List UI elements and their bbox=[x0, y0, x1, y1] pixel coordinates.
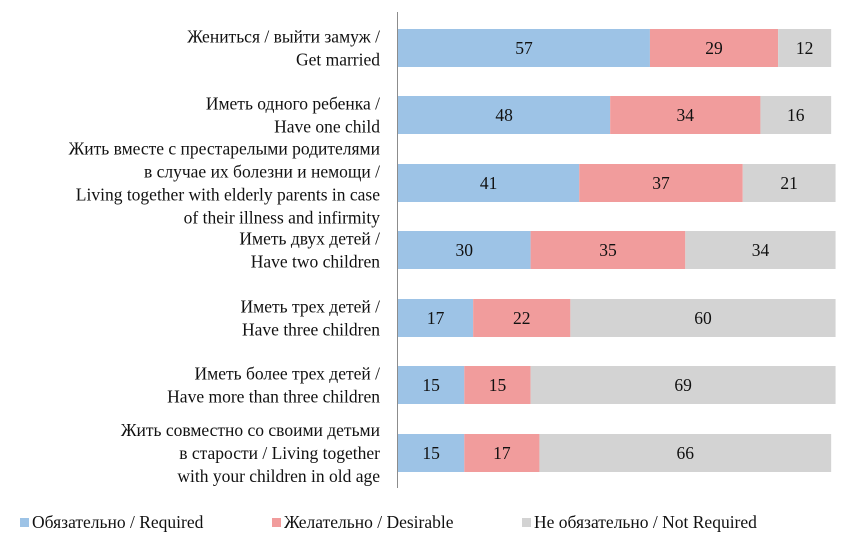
data-label: 37 bbox=[652, 173, 670, 193]
data-label: 34 bbox=[677, 105, 695, 125]
bar-segment bbox=[473, 299, 571, 337]
category-label-line: Have three children bbox=[242, 320, 380, 340]
bar-segment bbox=[570, 299, 836, 337]
data-label: 66 bbox=[677, 443, 695, 463]
category-label: Жить вместе с престарелыми родителями в с… bbox=[69, 139, 381, 228]
category-label-line: в старости / Living together bbox=[179, 443, 380, 463]
bar-segments: 57 29 12 48 34 16 41 37 21 30 35 34 17 22 60 15 15 69 15 17… bbox=[398, 29, 836, 472]
legend-item-not-required: Не обязательно / Not Required bbox=[522, 512, 757, 533]
legend-item-required: Обязательно / Required bbox=[20, 512, 203, 533]
category-label: Жить совместно со своими детьми в старост… bbox=[121, 420, 380, 486]
data-label: 30 bbox=[456, 240, 474, 260]
data-label: 69 bbox=[674, 375, 692, 395]
data-label: 57 bbox=[515, 38, 533, 58]
bar-segment bbox=[398, 299, 474, 337]
bar-segment bbox=[464, 434, 540, 472]
bar-segment bbox=[530, 231, 686, 269]
data-label: 48 bbox=[495, 105, 513, 125]
bar-segment bbox=[778, 29, 832, 67]
legend-label-not-required: Не обязательно / Not Required bbox=[534, 512, 757, 532]
category-label-line: Have one child bbox=[274, 117, 380, 137]
stacked-bar-chart: Жениться / выйти замуж / Get married Иметь… bbox=[69, 12, 836, 488]
data-label: 34 bbox=[752, 240, 770, 260]
legend-item-desirable: Желательно / Desirable bbox=[272, 512, 454, 533]
category-label-line: в случае их болезни и немощи / bbox=[144, 162, 380, 182]
bar-segment bbox=[610, 96, 761, 134]
legend-swatch-not-required bbox=[522, 518, 531, 527]
bar-segment bbox=[579, 164, 743, 202]
category-label-line: Иметь одного ребенка / bbox=[206, 94, 380, 114]
category-label-line: Жить вместе с престарелыми родителями bbox=[69, 139, 380, 159]
bar-segment bbox=[398, 164, 580, 202]
data-label: 15 bbox=[422, 375, 440, 395]
category-label-line: Get married bbox=[296, 50, 380, 70]
legend: Обязательно / Required Желательно / Desi… bbox=[0, 508, 841, 532]
bar-segment bbox=[398, 231, 531, 269]
category-label: Жениться / выйти замуж / Get married bbox=[187, 27, 380, 70]
bar-segment bbox=[685, 231, 836, 269]
category-label-line: Living together with elderly parents in … bbox=[76, 185, 380, 205]
data-label: 29 bbox=[705, 38, 723, 58]
category-label-line: Жить совместно со своими детьми bbox=[121, 420, 380, 440]
data-label: 17 bbox=[427, 308, 445, 328]
data-label: 60 bbox=[694, 308, 712, 328]
bar-segment bbox=[649, 29, 779, 67]
legend-swatch-desirable bbox=[272, 518, 281, 527]
data-label: 15 bbox=[422, 443, 440, 463]
bar-segment bbox=[398, 434, 465, 472]
bar-segment bbox=[398, 96, 611, 134]
data-label: 17 bbox=[493, 443, 511, 463]
bar-segment bbox=[398, 29, 650, 67]
category-labels: Жениться / выйти замуж / Get married Иметь… bbox=[69, 27, 381, 487]
legend-label-required: Обязательно / Required bbox=[32, 512, 204, 532]
category-label: Иметь более трех детей / Have more than t… bbox=[167, 364, 380, 407]
category-label-line: Иметь двух детей / bbox=[239, 229, 380, 249]
bar-segment bbox=[530, 366, 836, 404]
legend-label-desirable: Желательно / Desirable bbox=[284, 512, 454, 532]
category-label: Иметь одного ребенка / Have one child bbox=[206, 94, 380, 137]
category-label-line: Have more than three children bbox=[167, 387, 380, 407]
bar-segment bbox=[742, 164, 836, 202]
category-label-line: Иметь трех детей / bbox=[241, 297, 381, 317]
category-label: Иметь двух детей / Have two children bbox=[239, 229, 380, 272]
bar-segment bbox=[539, 434, 832, 472]
bar-segment bbox=[464, 366, 531, 404]
bar-segment bbox=[760, 96, 832, 134]
category-label-line: Иметь более трех детей / bbox=[194, 364, 380, 384]
category-label: Иметь трех детей / Have three children bbox=[241, 297, 381, 340]
data-label: 21 bbox=[780, 173, 798, 193]
legend-swatch-required bbox=[20, 518, 29, 527]
category-label-line: Жениться / выйти замуж / bbox=[187, 27, 380, 47]
category-label-line: with your children in old age bbox=[177, 466, 380, 486]
bar-segment bbox=[398, 366, 465, 404]
data-label: 15 bbox=[489, 375, 507, 395]
category-label-line: of their illness and infirmity bbox=[184, 208, 381, 228]
data-label: 22 bbox=[513, 308, 531, 328]
data-label: 16 bbox=[787, 105, 805, 125]
data-label: 35 bbox=[599, 240, 617, 260]
category-label-line: Have two children bbox=[251, 252, 381, 272]
data-label: 12 bbox=[796, 38, 814, 58]
data-label: 41 bbox=[480, 173, 498, 193]
